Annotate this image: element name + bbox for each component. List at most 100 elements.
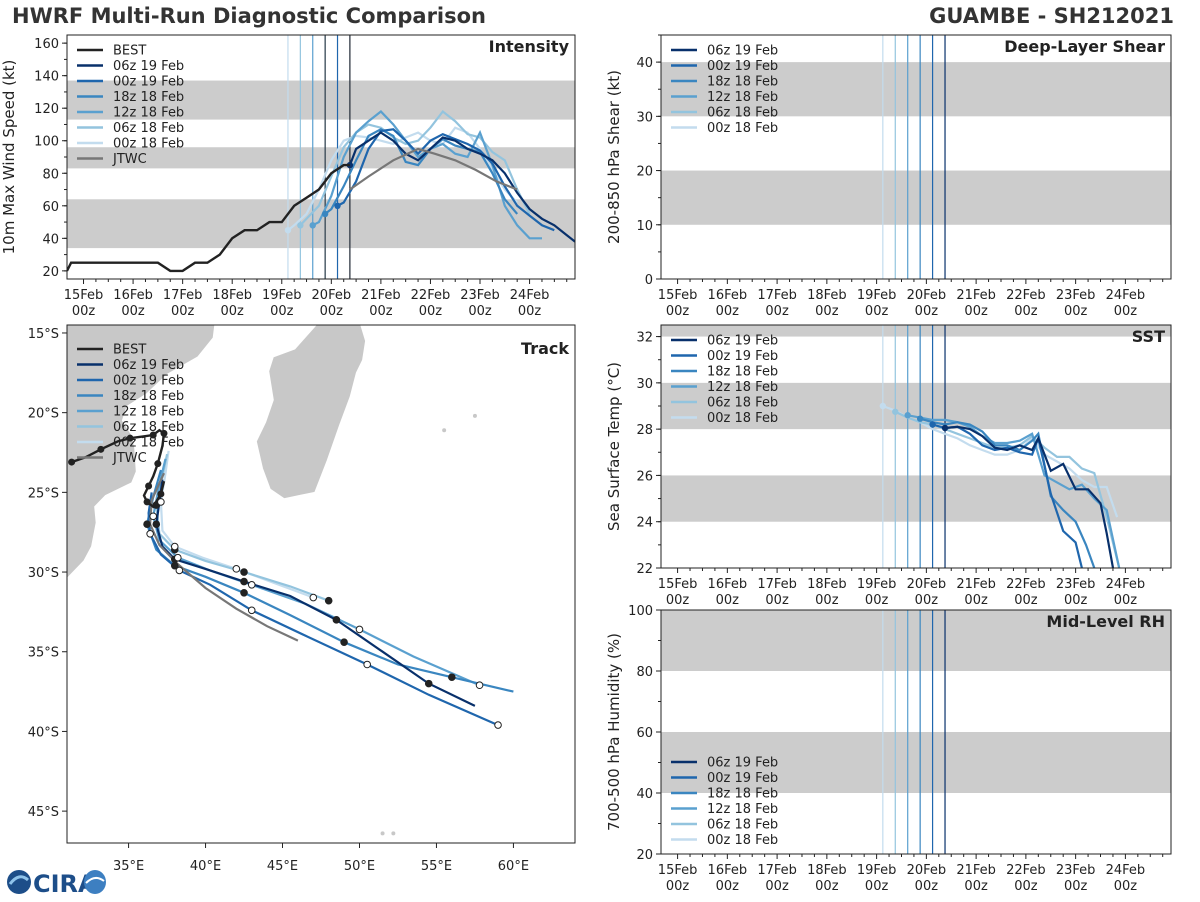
track-legend-label: 00z 18 Feb	[113, 436, 184, 451]
page-title: HWRF Multi-Run Diagnostic Comparison	[12, 4, 487, 28]
intensity-xtick-hour: 00z	[518, 304, 542, 319]
shear-frame	[660, 34, 1172, 280]
sst-xtick-date: 23Feb	[1056, 577, 1096, 592]
track-xtick-label: 50°E	[344, 859, 375, 874]
sst-series-line	[907, 414, 1121, 568]
sst-init-marker	[916, 415, 924, 422]
sst-legend-label: 00z 18 Feb	[707, 411, 778, 426]
rh-ytick-label: 80	[636, 665, 653, 680]
intensity-legend-label: 18z 18 Feb	[113, 90, 184, 105]
rh-xtick-hour: 00z	[915, 879, 939, 894]
sst-plot-area	[661, 325, 1171, 568]
shear-xtick-hour: 00z	[915, 304, 939, 319]
shear-ylabel: 200-850 hPa Shear (kt)	[605, 70, 623, 244]
track-xtick-label: 45°E	[267, 859, 298, 874]
shear-xtick-hour: 00z	[964, 304, 988, 319]
rh-ytick-label: 100	[628, 604, 653, 619]
intensity-xtick-hour: 00z	[468, 304, 492, 319]
intensity-legend-label: BEST	[113, 44, 146, 59]
track-panel: 35°E 40°E 45°E 50°E 55°E 60°E 15°S 20°S 25°S 30°S…	[28, 324, 576, 874]
storm-name: GUAMBE - SH212021	[929, 4, 1174, 28]
intensity-band	[67, 147, 575, 169]
intensity-ytick-label: 80	[42, 167, 59, 182]
sst-ytick-label: 24	[636, 516, 653, 531]
intensity-plot-area	[67, 35, 575, 279]
sst-xtick-hour: 00z	[815, 593, 839, 608]
shear-xtick-hour: 00z	[1014, 304, 1038, 319]
intensity-init-marker	[321, 210, 329, 218]
shear-xtick-date: 17Feb	[757, 288, 797, 303]
sst-init-marker	[904, 412, 911, 419]
track-legend-label: 12z 18 Feb	[113, 405, 184, 420]
track-position-marker	[240, 568, 248, 576]
sst-init-marker	[879, 402, 887, 410]
track-position-marker	[170, 561, 179, 570]
intensity-ytick-label: 160	[34, 37, 59, 52]
sst-xtick-date: 21Feb	[956, 577, 996, 592]
shear-xtick-hour: 00z	[865, 304, 889, 319]
intensity-init-marker	[334, 202, 341, 209]
track-series-line	[147, 492, 499, 727]
shear-xtick-hour: 00z	[1064, 304, 1088, 319]
rh-panel: 2040608010015Feb00z16Feb00z17Feb00z18Feb…	[605, 604, 1172, 894]
intensity-xtick-hour: 00z	[419, 304, 443, 319]
sst-xtick-date: 24Feb	[1106, 577, 1146, 592]
rh-ylabel: 700-500 hPa Humidity (%)	[605, 633, 623, 831]
rh-xtick-date: 24Feb	[1106, 863, 1146, 878]
sst-legend-label: 06z 19 Feb	[707, 334, 778, 349]
track-position-marker	[475, 681, 484, 690]
rh-plot-area	[661, 610, 1171, 854]
shear-plot-area	[661, 35, 1171, 279]
intensity-ytick-label: 100	[34, 135, 59, 150]
sst-xtick-hour: 00z	[765, 593, 789, 608]
sst-xtick-hour: 00z	[964, 593, 988, 608]
sst-xtick-hour: 00z	[1114, 593, 1138, 608]
track-ytick-label: 15°S	[28, 327, 59, 342]
shear-ytick-label: 20	[636, 165, 653, 180]
sst-xtick-date: 22Feb	[1006, 577, 1046, 592]
sst-xtick-date: 18Feb	[807, 577, 847, 592]
track-legend-label: 00z 19 Feb	[113, 374, 184, 389]
madagascar-landmass	[255, 325, 367, 500]
rh-xtick-hour: 00z	[666, 879, 690, 894]
track-best-marker	[143, 498, 151, 506]
sst-xtick-hour: 00z	[1014, 593, 1038, 608]
sst-legend-label: 00z 19 Feb	[707, 349, 778, 364]
intensity-xtick-hour: 00z	[320, 304, 344, 319]
sst-title: SST	[1132, 327, 1165, 346]
shear-title: Deep-Layer Shear	[1004, 37, 1165, 56]
track-position-marker	[332, 616, 341, 624]
rh-legend-label: 00z 19 Feb	[707, 771, 778, 786]
intensity-xtick-date: 18Feb	[212, 288, 252, 303]
rh-xtick-hour: 00z	[964, 879, 988, 894]
sst-xtick-hour: 00z	[865, 593, 889, 608]
rh-xtick-date: 17Feb	[757, 863, 797, 878]
rh-xtick-date: 15Feb	[658, 863, 698, 878]
track-position-marker	[309, 593, 318, 602]
track-position-marker	[240, 588, 248, 597]
rh-legend-label: 18z 18 Feb	[707, 787, 778, 802]
shear-xtick-hour: 00z	[1114, 304, 1138, 319]
sst-frame	[660, 324, 1172, 569]
shear-legend-label: 06z 19 Feb	[707, 44, 778, 59]
intensity-legend-label: 12z 18 Feb	[113, 106, 184, 121]
sst-xtick-hour: 00z	[716, 593, 740, 608]
intensity-xtick-date: 22Feb	[411, 288, 451, 303]
sst-xtick-date: 19Feb	[857, 577, 897, 592]
rh-xtick-hour: 00z	[716, 879, 740, 894]
shear-xtick-date: 23Feb	[1056, 288, 1096, 303]
intensity-jtwc-line	[349, 147, 518, 191]
rh-xtick-date: 20Feb	[907, 863, 947, 878]
track-ytick-label: 35°S	[28, 646, 59, 661]
rh-ytick-label: 20	[636, 848, 653, 863]
intensity-xtick-date: 16Feb	[113, 288, 153, 303]
track-best-marker	[145, 482, 153, 490]
track-position-marker	[494, 721, 502, 729]
shear-xtick-hour: 00z	[666, 304, 690, 319]
track-xtick-label: 35°E	[113, 859, 144, 874]
track-legend-label: 18z 18 Feb	[113, 389, 184, 404]
track-position-marker	[355, 625, 364, 634]
sst-panel: 22242628303215Feb00z16Feb00z17Feb00z18Fe…	[605, 324, 1172, 608]
intensity-ytick-label: 40	[42, 232, 59, 247]
